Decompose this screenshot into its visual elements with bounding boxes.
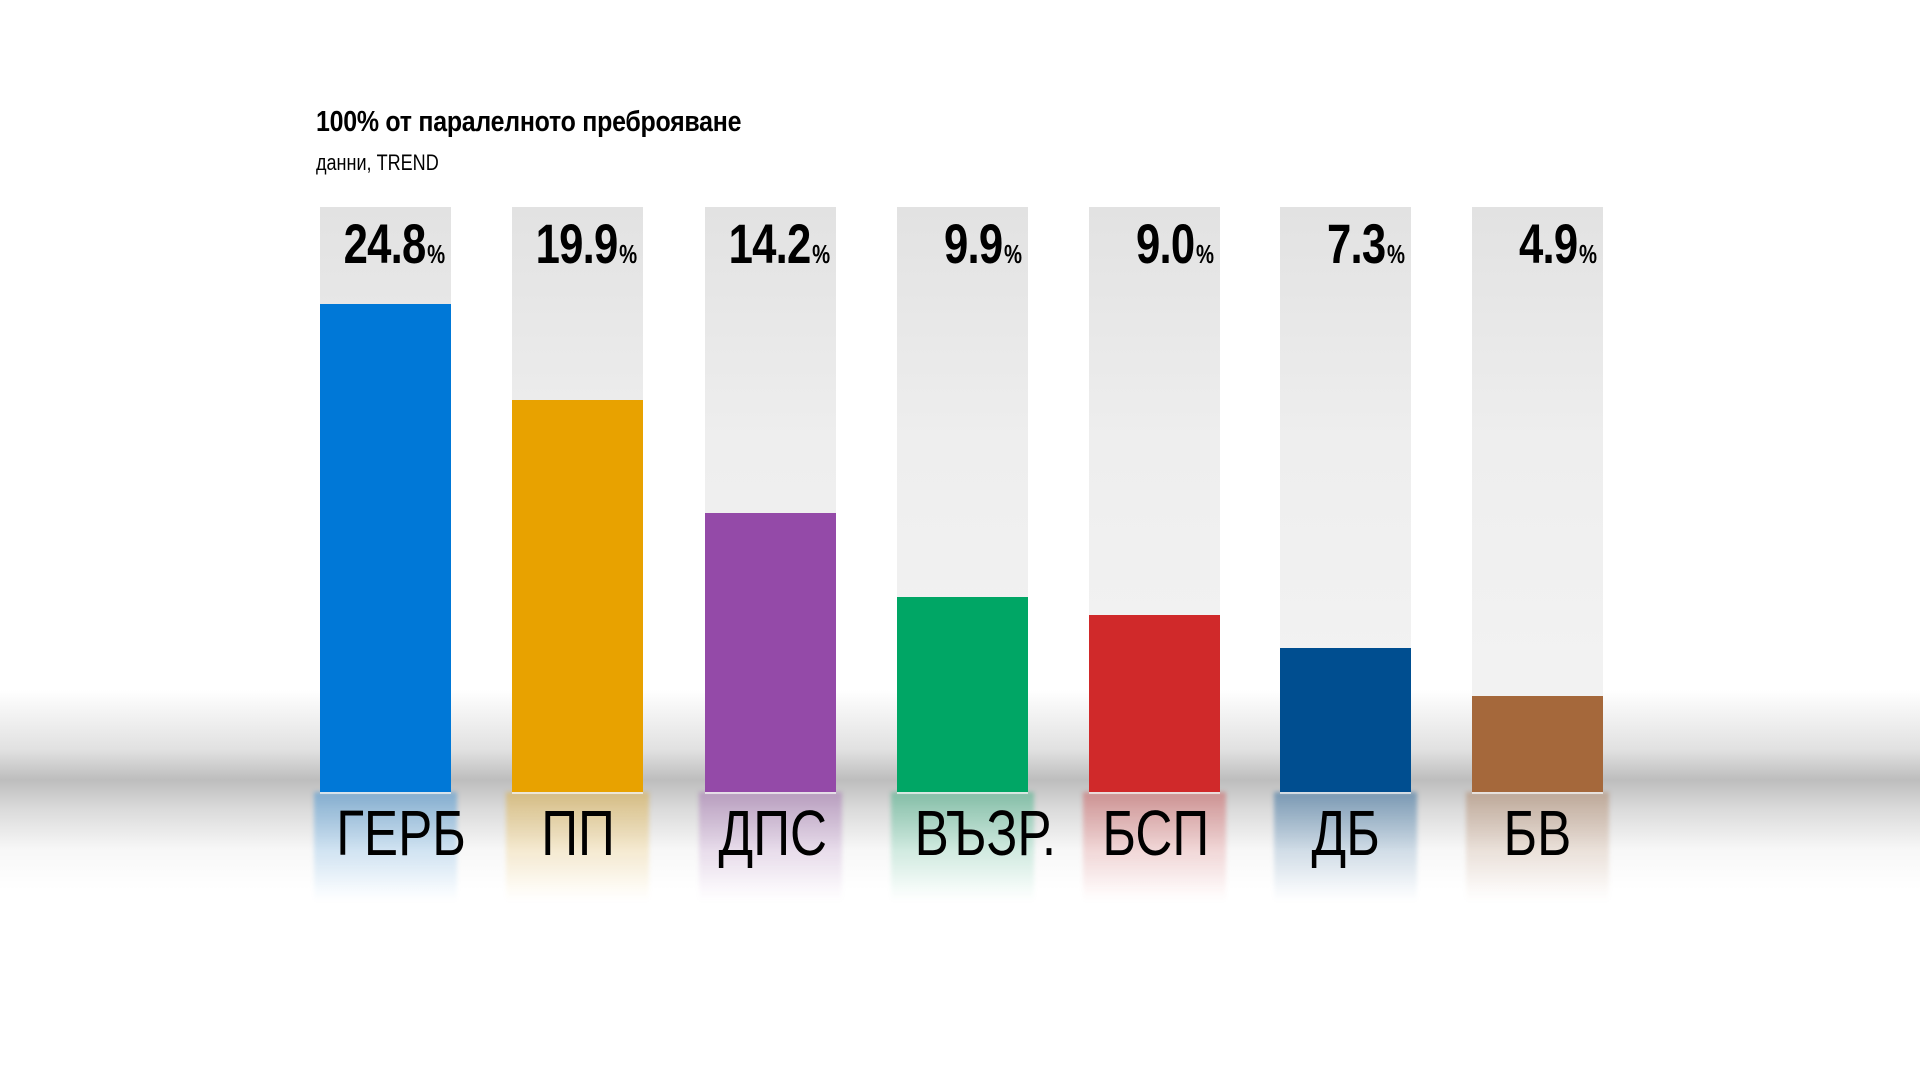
party-label-5: ДБ [1280, 796, 1411, 870]
party-label-3: ВЪЗР. [897, 796, 1056, 870]
bar-fill-2 [705, 512, 836, 795]
value-number: 14.2 [728, 212, 812, 275]
percent-sign: % [1195, 239, 1214, 269]
percent-sign: % [1386, 239, 1405, 269]
label-glow [1274, 792, 1417, 902]
label-glow [1083, 792, 1226, 902]
bar-track-1: 19.9% [512, 207, 643, 794]
percent-sign: % [811, 239, 830, 269]
value-number: 4.9 [1519, 212, 1578, 275]
chart-title: 100% от паралелното преброяване [316, 106, 742, 138]
value-number: 7.3 [1327, 212, 1386, 275]
label-glow [1466, 792, 1609, 902]
bar-fill-0 [320, 303, 451, 795]
party-label-text: ДПС [718, 797, 828, 869]
value-number: 9.0 [1136, 212, 1195, 275]
bar-fill-3 [897, 597, 1028, 794]
bar-value: 4.9% [1519, 211, 1597, 276]
party-label-6: БВ [1472, 796, 1603, 870]
party-label-0: ГЕРБ [320, 796, 466, 870]
party-label-text: ДБ [1311, 797, 1380, 869]
party-label-text: ПП [540, 797, 615, 869]
label-glow [699, 792, 842, 902]
percent-sign: % [1003, 239, 1022, 269]
bar-value: 7.3% [1327, 211, 1405, 276]
party-label-text: ГЕРБ [336, 797, 466, 869]
percent-sign: % [1578, 239, 1597, 269]
percent-sign: % [618, 239, 637, 269]
bar-track-6: 4.9% [1472, 207, 1603, 795]
bar-fill-5 [1280, 648, 1411, 794]
party-label-text: БСП [1102, 797, 1210, 869]
party-label-text: ВЪЗР. [914, 797, 1057, 869]
label-glow [506, 792, 649, 902]
bar-value: 9.0% [1136, 211, 1214, 276]
label-glow [314, 792, 457, 902]
bar-track-2: 14.2% [705, 207, 836, 795]
bar-track-4: 9.0% [1089, 207, 1220, 795]
value-number: 19.9 [535, 212, 619, 275]
bar-fill-4 [1089, 614, 1220, 795]
value-number: 24.8 [343, 212, 427, 275]
bar-fill-6 [1472, 695, 1603, 795]
bar-value: 19.9% [536, 211, 637, 276]
value-number: 9.9 [944, 212, 1003, 275]
bar-fill-1 [512, 400, 643, 794]
bar-track-0: 24.8% [320, 207, 451, 795]
percent-sign: % [426, 239, 445, 269]
chart-source: данни, TREND [316, 150, 439, 175]
label-glow [891, 792, 1034, 902]
bar-track-3: 9.9% [897, 207, 1028, 794]
bar-track-5: 7.3% [1280, 207, 1411, 794]
bar-value: 14.2% [729, 211, 830, 276]
bar-value: 9.9% [944, 211, 1022, 276]
party-label-1: ПП [512, 796, 643, 870]
party-label-2: ДПС [705, 796, 836, 870]
party-label-4: БСП [1089, 796, 1220, 870]
bar-value: 24.8% [344, 211, 445, 276]
party-label-text: БВ [1503, 797, 1572, 869]
